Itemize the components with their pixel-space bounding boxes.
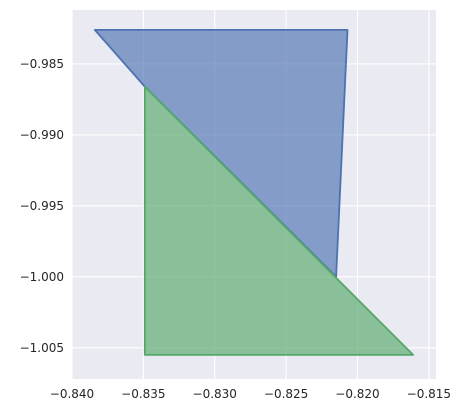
x-tick-label: −0.840 — [50, 387, 94, 401]
series-layer — [93, 28, 415, 356]
x-tick-label: −0.820 — [335, 387, 379, 401]
series-polygon-2 — [143, 85, 415, 356]
y-tick-label: −0.990 — [20, 128, 64, 142]
y-tick-label: −1.005 — [20, 341, 64, 355]
y-tick-label: −0.995 — [20, 199, 64, 213]
y-tick-label: −1.000 — [20, 270, 64, 284]
x-tick-label: −0.830 — [193, 387, 237, 401]
x-tick-label: −0.825 — [264, 387, 308, 401]
y-axis-ticks: −0.985 −0.990 −0.995 −1.000 −1.005 — [20, 57, 64, 355]
x-axis-ticks: −0.840 −0.835 −0.830 −0.825 −0.820 −0.815 — [50, 387, 451, 401]
y-tick-label: −0.985 — [20, 57, 64, 71]
x-tick-label: −0.815 — [407, 387, 451, 401]
x-tick-label: −0.835 — [121, 387, 165, 401]
